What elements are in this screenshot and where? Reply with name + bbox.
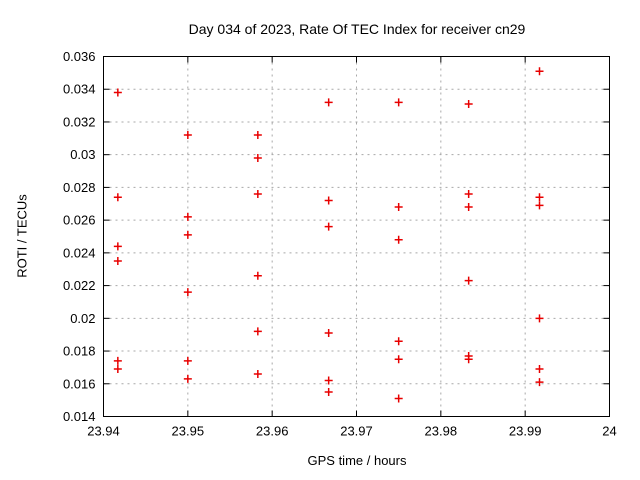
data-point-marker [113,365,122,374]
data-point-marker [324,376,333,385]
x-tick-label: 23.96 [256,424,289,439]
data-point-marker [464,99,473,108]
data-point-marker [183,356,192,365]
y-tick-label: 0.02 [70,311,95,326]
data-point-marker [253,369,262,378]
data-point-marker [253,327,262,336]
data-point-marker [464,355,473,364]
y-tick-label: 0.024 [63,245,96,260]
x-tick-label: 23.99 [509,424,542,439]
data-point-marker [324,387,333,396]
data-point-marker [394,337,403,346]
y-tick-label: 0.028 [63,180,96,195]
data-point-marker [113,257,122,266]
data-point-marker [324,329,333,338]
data-point-marker [253,153,262,162]
data-point-marker [535,378,544,387]
data-point-marker [535,365,544,374]
y-tick-label: 0.016 [63,376,96,391]
y-tick-label: 0.018 [63,344,96,359]
data-point-marker [183,131,192,140]
data-point-marker [394,394,403,403]
y-tick-label: 0.036 [63,49,96,64]
data-point-marker [535,67,544,76]
data-point-marker [113,356,122,365]
x-tick-label: 23.98 [425,424,458,439]
data-point-marker [253,189,262,198]
x-tick-label: 23.97 [340,424,373,439]
data-point-marker [113,88,122,97]
data-point-marker [464,189,473,198]
y-tick-label: 0.014 [63,409,96,424]
x-tick-label: 23.94 [87,424,120,439]
data-point-marker [253,271,262,280]
data-point-marker [324,196,333,205]
data-point-marker [394,235,403,244]
y-tick-label: 0.026 [63,213,96,228]
data-point-marker [535,314,544,323]
x-tick-label: 24 [602,424,616,439]
data-point-marker [324,98,333,107]
data-point-marker [183,212,192,221]
data-point-marker [324,222,333,231]
y-tick-label: 0.032 [63,114,96,129]
data-point-marker [394,98,403,107]
data-point-marker [464,276,473,285]
data-point-marker [394,203,403,212]
data-point-marker [183,288,192,297]
y-tick-label: 0.03 [70,147,95,162]
data-point-marker [183,374,192,383]
data-point-marker [535,193,544,202]
data-point-marker [464,203,473,212]
data-point-marker [183,230,192,239]
data-point-marker [113,193,122,202]
y-tick-label: 0.034 [63,82,96,97]
chart-title: Day 034 of 2023, Rate Of TEC Index for r… [188,21,526,37]
x-tick-label: 23.95 [172,424,205,439]
data-point-marker [113,242,122,251]
data-point-marker [253,131,262,140]
y-tick-label: 0.022 [63,278,96,293]
data-point-marker [394,355,403,364]
data-point-marker [535,201,544,210]
x-axis-label: GPS time / hours [307,453,407,468]
